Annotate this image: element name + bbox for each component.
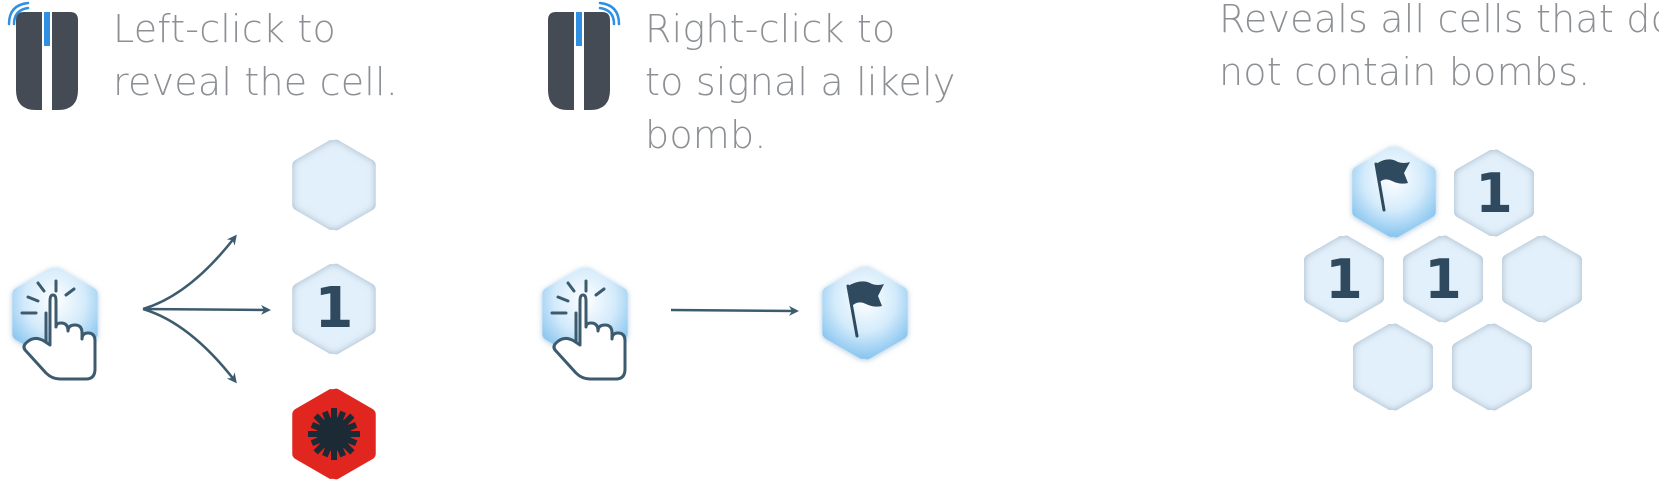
outcome-empty-cell — [292, 139, 376, 231]
board-cell-empty — [1353, 323, 1433, 411]
result-line-2: not contain bombs. — [1219, 50, 1591, 94]
arrow-down — [142, 307, 237, 384]
board-cell-number: 1 — [1403, 235, 1483, 323]
right-click-line-2: to signal a likely — [645, 60, 956, 104]
board-cell-flag — [1352, 146, 1436, 238]
outcome-bomb-cell — [292, 388, 376, 480]
board-cell-number: 1 — [1454, 149, 1534, 237]
bomb-icon — [308, 408, 360, 460]
right-click-demo — [542, 267, 628, 381]
flag-icon — [1374, 159, 1410, 212]
reveal-branch-arrows — [142, 234, 271, 384]
mouse-right-button-icon — [548, 1, 621, 110]
right-click-line-3: bomb. — [645, 113, 767, 157]
outcome-number-cell: 1 — [292, 263, 376, 355]
result-line-1: Reveals all cells that do — [1219, 0, 1659, 41]
board-cell-number: 1 — [1304, 235, 1384, 323]
flagged-cell — [822, 266, 908, 360]
left-click-instruction: Left-click to reveal the cell. — [113, 3, 398, 109]
left-click-line-2: reveal the cell. — [113, 60, 399, 104]
arrow-middle — [142, 304, 271, 315]
left-click-demo — [12, 267, 98, 381]
board-number: 1 — [1424, 248, 1462, 311]
left-click-line-1: Left-click to — [113, 7, 336, 51]
pointer-hand-icon — [20, 279, 97, 381]
flag-arrow — [670, 305, 799, 316]
outcome-number-label: 1 — [315, 276, 354, 341]
flag-icon — [846, 281, 884, 338]
revealed-board: 1 1 1 — [1304, 146, 1582, 411]
right-click-instruction: Right-click to to signal a likely bomb. — [645, 3, 956, 162]
board-cell-empty — [1502, 235, 1582, 323]
mouse-left-button-icon — [7, 1, 78, 110]
board-number: 1 — [1475, 162, 1513, 225]
right-click-line-1: Right-click to — [645, 7, 896, 51]
reveal-result-description: Reveals all cells that do not contain bo… — [1219, 0, 1659, 99]
arrow-up — [142, 234, 237, 311]
board-number: 1 — [1325, 248, 1363, 311]
board-cell-empty — [1452, 323, 1532, 411]
pointer-hand-icon — [550, 279, 627, 381]
